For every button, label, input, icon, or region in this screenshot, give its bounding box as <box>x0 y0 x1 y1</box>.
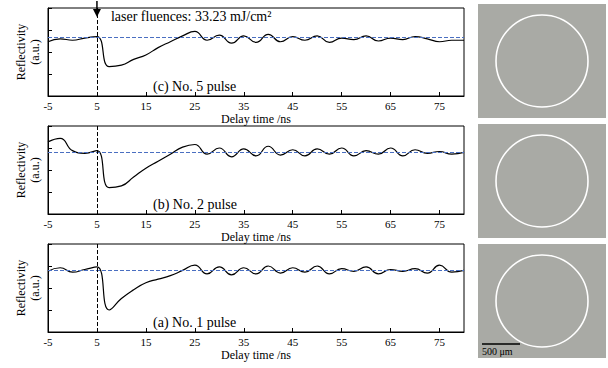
svg-text:(a) No. 1 pulse: (a) No. 1 pulse <box>153 315 236 331</box>
svg-text:45: 45 <box>287 218 299 230</box>
svg-text:5: 5 <box>94 218 100 230</box>
svg-text:75: 75 <box>434 336 446 348</box>
svg-text:5: 5 <box>94 100 100 112</box>
svg-text:35: 35 <box>238 336 250 348</box>
svg-text:(b) No. 2 pulse: (b) No. 2 pulse <box>153 197 237 213</box>
svg-text:(a.u.): (a.u.) <box>28 275 42 300</box>
svg-text:75: 75 <box>434 100 446 112</box>
svg-text:65: 65 <box>385 100 397 112</box>
svg-text:(a.u.): (a.u.) <box>28 39 42 64</box>
svg-text:15: 15 <box>140 218 152 230</box>
svg-text:25: 25 <box>189 336 201 348</box>
svg-text:Delay time /ns: Delay time /ns <box>221 230 291 244</box>
svg-text:75: 75 <box>434 218 446 230</box>
svg-text:65: 65 <box>385 336 397 348</box>
svg-text:55: 55 <box>336 100 348 112</box>
svg-text:Reflectivity: Reflectivity <box>14 24 28 81</box>
svg-text:500 μm: 500 μm <box>482 346 513 357</box>
svg-text:55: 55 <box>336 218 348 230</box>
svg-text:25: 25 <box>189 100 201 112</box>
svg-text:(a.u.): (a.u.) <box>28 157 42 182</box>
svg-text:55: 55 <box>336 336 348 348</box>
svg-text:Reflectivity: Reflectivity <box>14 260 28 317</box>
svg-text:45: 45 <box>287 100 299 112</box>
svg-text:15: 15 <box>140 100 152 112</box>
svg-text:Reflectivity: Reflectivity <box>14 142 28 199</box>
svg-text:(c) No. 5 pulse: (c) No. 5 pulse <box>153 79 236 95</box>
svg-text:25: 25 <box>189 218 201 230</box>
svg-text:5: 5 <box>94 336 100 348</box>
svg-text:45: 45 <box>287 336 299 348</box>
svg-text:Delay time /ns: Delay time /ns <box>221 348 291 362</box>
svg-text:-5: -5 <box>43 336 53 348</box>
svg-text:-5: -5 <box>43 218 53 230</box>
svg-text:15: 15 <box>140 336 152 348</box>
svg-text:laser fluences: 33.23 mJ/cm²: laser fluences: 33.23 mJ/cm² <box>111 9 272 24</box>
svg-text:Delay time /ns: Delay time /ns <box>221 112 291 126</box>
svg-text:35: 35 <box>238 100 250 112</box>
svg-text:65: 65 <box>385 218 397 230</box>
svg-text:35: 35 <box>238 218 250 230</box>
svg-text:-5: -5 <box>43 100 53 112</box>
